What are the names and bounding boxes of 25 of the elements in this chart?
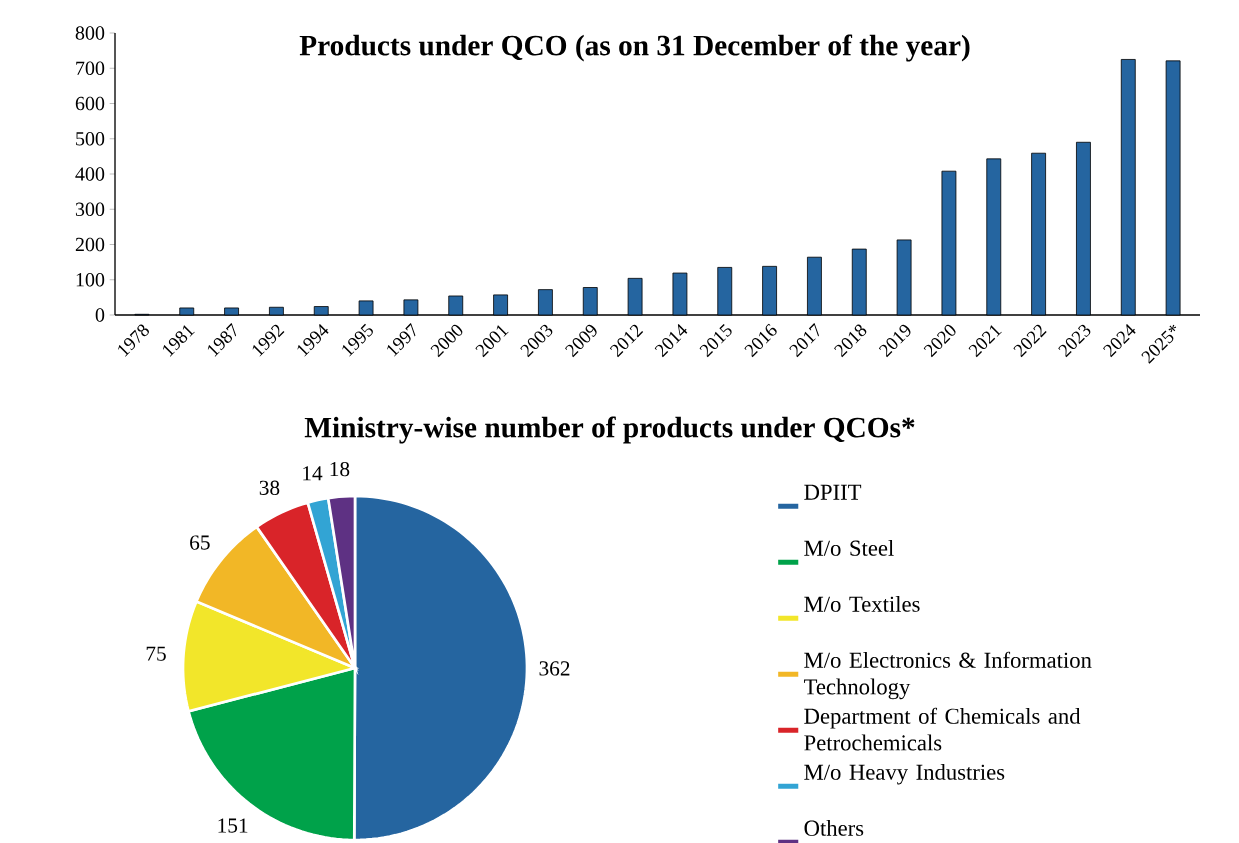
y-tick-label: 100 xyxy=(76,273,105,287)
y-tick-label: 200 xyxy=(75,237,105,252)
data-label: 38 xyxy=(259,480,280,495)
legend-label: Others xyxy=(804,819,864,836)
y-tick-label: 800 xyxy=(75,26,105,40)
y-tick-label: 700 xyxy=(76,61,105,75)
data-label: 65 xyxy=(190,535,210,550)
legend-label: DPIIT xyxy=(804,484,862,500)
legend-label: M/o Textiles xyxy=(804,595,920,612)
data-label: 362 xyxy=(539,661,570,676)
y-tick-label: 400 xyxy=(75,167,105,181)
data-label: 75 xyxy=(146,646,166,661)
y-tick-label: 600 xyxy=(75,96,105,111)
data-label: 14 xyxy=(303,466,323,481)
y-tick-label: 500 xyxy=(76,132,105,146)
legend-label: M/o Electronics & Information Technology xyxy=(804,651,1092,700)
legend-label: Department of Chemicals and Petrochemicals xyxy=(804,707,1081,751)
y-tick-label: 0 xyxy=(95,308,105,322)
chart-title: Ministry-wise number of products under QCOs* xyxy=(304,416,915,444)
y-tick-label: 300 xyxy=(75,202,105,216)
data-label: 18 xyxy=(330,461,350,477)
chart-title: Products under QCO (as on 31 December of the year) xyxy=(299,34,970,62)
data-label: 151 xyxy=(218,818,248,833)
legend-label: M/o Heavy Industries xyxy=(804,763,1005,785)
legend-label: M/o Steel xyxy=(804,539,894,556)
